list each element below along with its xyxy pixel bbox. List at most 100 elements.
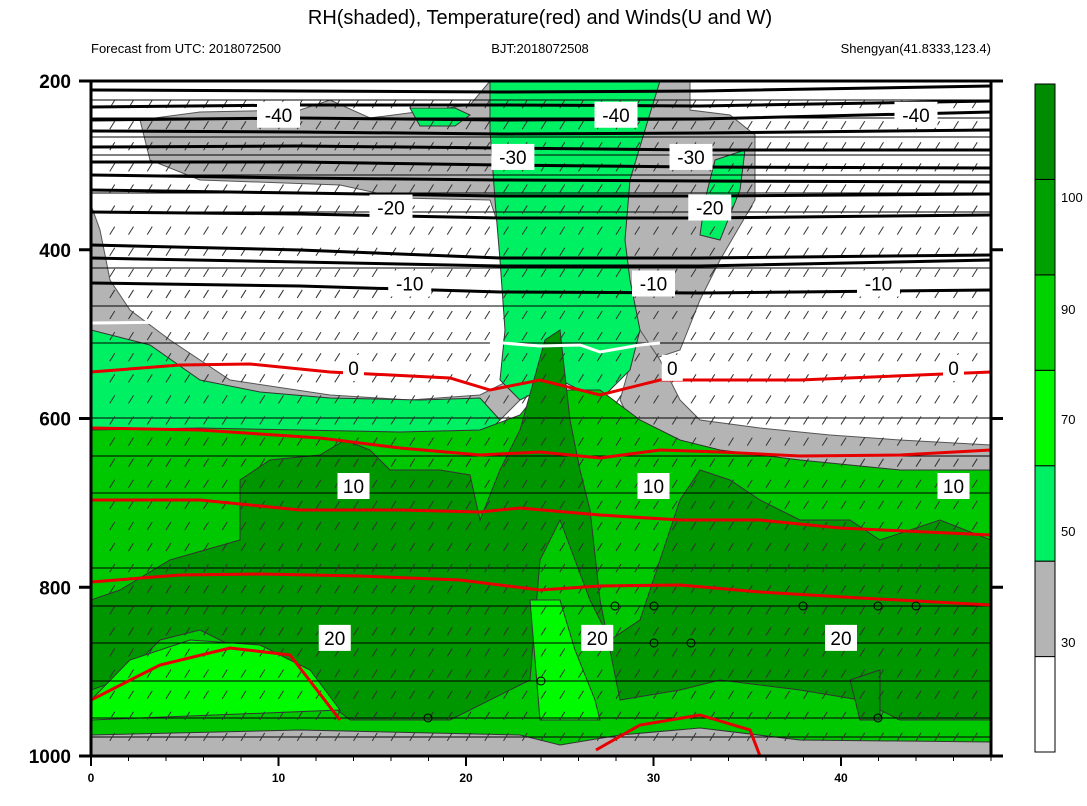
- contour-label: 10: [943, 477, 964, 498]
- wind-barb: [615, 331, 622, 341]
- wind-barb: [259, 521, 266, 531]
- wind-barb: [915, 352, 922, 362]
- wind-barb: [165, 669, 172, 678]
- wind-barb: [559, 352, 566, 362]
- wind-barb: [296, 606, 303, 615]
- wind-barb: [259, 584, 266, 594]
- wind-barb: [484, 542, 491, 552]
- wind-barb: [578, 711, 584, 721]
- contour-label: 20: [830, 629, 851, 650]
- wind-barb: [615, 184, 622, 193]
- wind-barb: [578, 416, 584, 425]
- wind-barb: [371, 521, 378, 531]
- wind-barb: [259, 690, 266, 699]
- wind-barb: [540, 226, 547, 235]
- wind-barb: [821, 711, 828, 721]
- wind-barb: [746, 458, 753, 467]
- wind-barb: [653, 395, 659, 404]
- motion-markers: [423, 601, 921, 723]
- wind-barb: [128, 690, 134, 699]
- wind-barb: [109, 563, 116, 573]
- wind-barb: [296, 563, 303, 573]
- wind-barb: [484, 479, 491, 489]
- wind-barb: [259, 606, 266, 615]
- wind-barb: [896, 669, 903, 678]
- wind-barb: [465, 184, 472, 193]
- wind-barb: [915, 310, 922, 320]
- wind-barb: [296, 352, 303, 362]
- wind-barb: [521, 711, 528, 721]
- wind-barb: [634, 416, 641, 425]
- contour-label: 20: [587, 629, 608, 650]
- wind-barb: [971, 732, 978, 742]
- wind-barb: [953, 458, 959, 467]
- wind-barb: [109, 584, 116, 594]
- contour-line: [91, 110, 991, 122]
- wind-barb: [428, 395, 434, 404]
- wind-barb: [128, 458, 134, 467]
- wind-barb: [146, 648, 153, 657]
- wind-barb: [821, 458, 828, 467]
- wind-barb: [671, 247, 678, 257]
- wind-barb: [596, 458, 603, 467]
- wind-barb: [971, 563, 978, 573]
- wind-barb: [709, 500, 716, 510]
- wind-barb: [971, 268, 978, 278]
- wind-barb: [953, 521, 959, 531]
- wind-barb: [746, 247, 753, 257]
- wind-barb: [334, 690, 341, 699]
- wind-barb: [203, 669, 209, 678]
- wind-barb: [278, 732, 284, 742]
- wind-barb: [615, 479, 622, 489]
- wind-barb: [109, 479, 116, 489]
- wind-barb: [128, 374, 134, 383]
- wind-barb: [409, 331, 416, 341]
- wind-barb: [821, 120, 828, 130]
- wind-barb: [109, 226, 116, 235]
- wind-barb: [353, 184, 359, 193]
- temperature-contours-cold: [91, 84, 991, 295]
- wind-barb: [465, 268, 472, 278]
- wind-barb: [409, 120, 416, 130]
- wind-barb: [784, 500, 791, 510]
- wind-barb: [559, 458, 566, 467]
- wind-barb: [240, 521, 247, 531]
- wind-barb: [709, 669, 716, 678]
- wind-barb: [334, 226, 341, 235]
- wind-barb: [146, 226, 153, 235]
- wind-barb: [109, 268, 116, 278]
- wind-barb: [390, 711, 397, 721]
- wind-barb: [559, 648, 566, 657]
- wind-barb: [428, 458, 434, 467]
- y-tick-label: 200: [39, 72, 71, 93]
- wind-barb: [184, 120, 191, 130]
- wind-barb: [221, 289, 228, 299]
- wind-barb: [521, 479, 528, 489]
- wind-barb: [390, 521, 397, 531]
- wind-barb: [146, 120, 153, 130]
- wind-barb: [146, 563, 153, 573]
- wind-barb: [915, 479, 922, 489]
- wind-barb: [428, 500, 434, 510]
- wind-barb: [859, 247, 866, 257]
- wind-barb: [371, 669, 378, 678]
- wind-barb: [128, 542, 134, 552]
- wind-barb: [671, 563, 678, 573]
- wind-barb: [296, 690, 303, 699]
- wind-barb: [971, 120, 978, 130]
- contour-line: [91, 256, 991, 268]
- wind-barb: [540, 437, 547, 446]
- wind-barb: [240, 479, 247, 489]
- wind-barb: [840, 184, 847, 193]
- wind-barb: [409, 479, 416, 489]
- wind-barb: [409, 648, 416, 657]
- wind-barb: [203, 711, 209, 721]
- wind-barb: [484, 627, 491, 636]
- wind-barb: [540, 331, 547, 341]
- wind-barb: [409, 732, 416, 742]
- wind-barb: [821, 690, 828, 699]
- wind-barb: [878, 226, 884, 235]
- wind-barb: [503, 437, 509, 446]
- wind-barb: [503, 479, 509, 489]
- colorbar-tick-label: 70: [1061, 412, 1075, 427]
